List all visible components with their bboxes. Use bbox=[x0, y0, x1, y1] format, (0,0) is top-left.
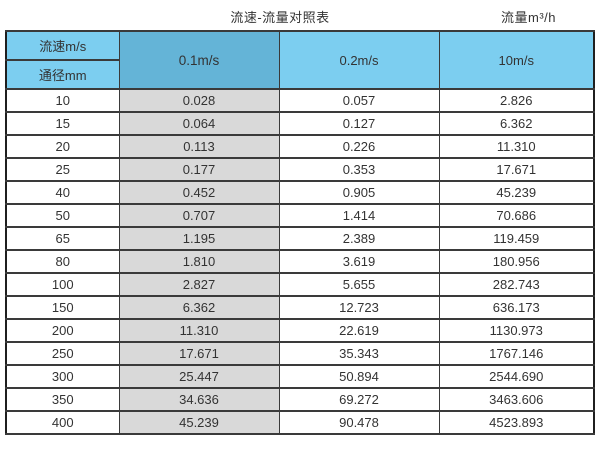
table-header: 流速m/s 0.1m/s 0.2m/s 10m/s 通径mm bbox=[5, 30, 595, 90]
flow-cell-0-2ms: 69.272 bbox=[278, 387, 440, 412]
table-row: 300 25.447 50.894 2544.690 bbox=[5, 364, 595, 389]
flow-cell-0-1ms: 0.452 bbox=[118, 180, 280, 205]
table-row: 25 0.177 0.353 17.671 bbox=[5, 157, 595, 182]
table-row: 150 6.362 12.723 636.173 bbox=[5, 295, 595, 320]
flow-cell-0-2ms: 0.057 bbox=[278, 88, 440, 113]
diameter-cell: 150 bbox=[5, 295, 120, 320]
flow-cell-10ms: 11.310 bbox=[438, 134, 595, 159]
flow-cell-10ms: 45.239 bbox=[438, 180, 595, 205]
table-row: 10 0.028 0.057 2.826 bbox=[5, 88, 595, 113]
flow-cell-0-1ms: 0.028 bbox=[118, 88, 280, 113]
corner-diameter-label: 通径mm bbox=[5, 59, 120, 90]
flow-cell-0-1ms: 0.064 bbox=[118, 111, 280, 136]
diameter-cell: 25 bbox=[5, 157, 120, 182]
flow-cell-0-1ms: 0.113 bbox=[118, 134, 280, 159]
flow-cell-0-2ms: 22.619 bbox=[278, 318, 440, 343]
flow-cell-10ms: 2544.690 bbox=[438, 364, 595, 389]
flow-comparison-page: 流速-流量对照表 流量m³/h 流速m/s 0.1m/s 0.2m/s 10m/… bbox=[0, 0, 600, 435]
diameter-cell: 350 bbox=[5, 387, 120, 412]
table-row: 40 0.452 0.905 45.239 bbox=[5, 180, 595, 205]
flow-cell-0-1ms: 0.707 bbox=[118, 203, 280, 228]
table-row: 15 0.064 0.127 6.362 bbox=[5, 111, 595, 136]
flow-cell-10ms: 1130.973 bbox=[438, 318, 595, 343]
corner-velocity-label: 流速m/s bbox=[5, 30, 120, 61]
flow-cell-0-1ms: 45.239 bbox=[118, 410, 280, 435]
titlebar: 流速-流量对照表 流量m³/h bbox=[0, 0, 600, 30]
flow-cell-0-1ms: 34.636 bbox=[118, 387, 280, 412]
table-row: 250 17.671 35.343 1767.146 bbox=[5, 341, 595, 366]
flow-cell-10ms: 70.686 bbox=[438, 203, 595, 228]
table-row: 100 2.827 5.655 282.743 bbox=[5, 272, 595, 297]
flow-cell-10ms: 636.173 bbox=[438, 295, 595, 320]
flow-cell-0-2ms: 90.478 bbox=[278, 410, 440, 435]
table-row: 20 0.113 0.226 11.310 bbox=[5, 134, 595, 159]
flow-cell-0-2ms: 0.127 bbox=[278, 111, 440, 136]
flow-cell-0-2ms: 0.905 bbox=[278, 180, 440, 205]
flow-cell-0-1ms: 1.810 bbox=[118, 249, 280, 274]
flow-cell-0-2ms: 3.619 bbox=[278, 249, 440, 274]
flow-cell-0-1ms: 6.362 bbox=[118, 295, 280, 320]
table-row: 200 11.310 22.619 1130.973 bbox=[5, 318, 595, 343]
flow-cell-10ms: 1767.146 bbox=[438, 341, 595, 366]
diameter-cell: 250 bbox=[5, 341, 120, 366]
flow-cell-0-2ms: 2.389 bbox=[278, 226, 440, 251]
diameter-cell: 65 bbox=[5, 226, 120, 251]
diameter-cell: 400 bbox=[5, 410, 120, 435]
flow-cell-0-2ms: 0.226 bbox=[278, 134, 440, 159]
flow-cell-10ms: 6.362 bbox=[438, 111, 595, 136]
flow-cell-0-2ms: 12.723 bbox=[278, 295, 440, 320]
flow-cell-10ms: 180.956 bbox=[438, 249, 595, 274]
flow-cell-0-2ms: 1.414 bbox=[278, 203, 440, 228]
diameter-cell: 40 bbox=[5, 180, 120, 205]
flow-cell-0-2ms: 0.353 bbox=[278, 157, 440, 182]
header-row-bottom: 通径mm bbox=[5, 59, 594, 90]
table-row: 350 34.636 69.272 3463.606 bbox=[5, 387, 595, 412]
flow-cell-10ms: 4523.893 bbox=[438, 410, 595, 435]
header-row-top: 流速m/s 0.1m/s 0.2m/s 10m/s bbox=[5, 30, 595, 90]
diameter-cell: 300 bbox=[5, 364, 120, 389]
column-header-0-1ms: 0.1m/s bbox=[118, 30, 280, 90]
flow-cell-0-1ms: 25.447 bbox=[118, 364, 280, 389]
table-body: 10 0.028 0.057 2.826 15 0.064 0.127 6.362 20 0.11… bbox=[5, 88, 595, 435]
flow-cell-10ms: 17.671 bbox=[438, 157, 595, 182]
flow-cell-0-2ms: 50.894 bbox=[278, 364, 440, 389]
flow-cell-0-2ms: 5.655 bbox=[278, 272, 440, 297]
column-header-10ms: 10m/s bbox=[438, 30, 595, 90]
column-header-0-2ms: 0.2m/s bbox=[278, 30, 440, 90]
flow-cell-10ms: 119.459 bbox=[438, 226, 595, 251]
flow-cell-0-1ms: 0.177 bbox=[118, 157, 280, 182]
flow-cell-10ms: 3463.606 bbox=[438, 387, 595, 412]
table-row: 80 1.810 3.619 180.956 bbox=[5, 249, 595, 274]
flow-cell-10ms: 282.743 bbox=[438, 272, 595, 297]
flow-rate-table: 流速m/s 0.1m/s 0.2m/s 10m/s 通径mm 10 0.028 0.… bbox=[5, 30, 595, 435]
page-title: 流速-流量对照表 bbox=[230, 10, 330, 25]
flow-cell-0-1ms: 17.671 bbox=[118, 341, 280, 366]
flow-cell-0-2ms: 35.343 bbox=[278, 341, 440, 366]
diameter-cell: 100 bbox=[5, 272, 120, 297]
diameter-cell: 50 bbox=[5, 203, 120, 228]
diameter-cell: 200 bbox=[5, 318, 120, 343]
diameter-cell: 10 bbox=[5, 88, 120, 113]
diameter-cell: 80 bbox=[5, 249, 120, 274]
table-row: 65 1.195 2.389 119.459 bbox=[5, 226, 595, 251]
flow-cell-0-1ms: 2.827 bbox=[118, 272, 280, 297]
flow-unit-label: 流量m³/h bbox=[500, 10, 556, 25]
flow-cell-0-1ms: 11.310 bbox=[118, 318, 280, 343]
table-row: 400 45.239 90.478 4523.893 bbox=[5, 410, 595, 435]
table-row: 50 0.707 1.414 70.686 bbox=[5, 203, 595, 228]
flow-cell-0-1ms: 1.195 bbox=[118, 226, 280, 251]
flow-cell-10ms: 2.826 bbox=[438, 88, 595, 113]
diameter-cell: 20 bbox=[5, 134, 120, 159]
diameter-cell: 15 bbox=[5, 111, 120, 136]
